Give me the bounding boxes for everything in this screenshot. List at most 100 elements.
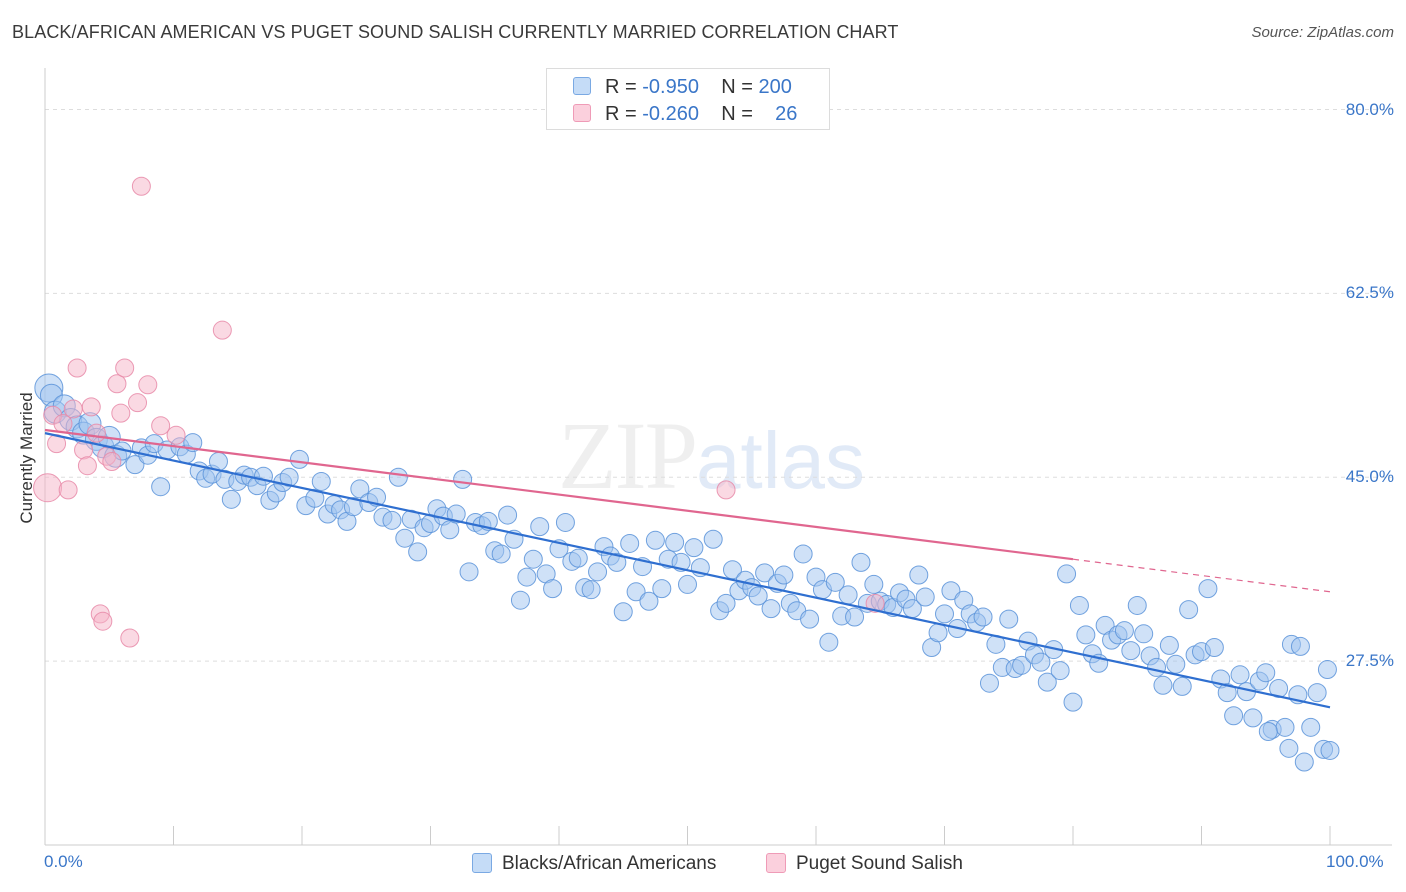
point-blacks xyxy=(979,673,999,693)
point-blacks xyxy=(1159,635,1179,655)
point-blacks xyxy=(588,562,608,582)
point-blacks xyxy=(1172,676,1192,696)
y-tick-label: 62.5% xyxy=(1345,283,1394,303)
point-blacks xyxy=(928,623,948,643)
point-blacks xyxy=(1127,595,1147,615)
y-tick-label: 27.5% xyxy=(1345,651,1394,671)
point-salish xyxy=(81,397,101,417)
point-blacks xyxy=(684,538,704,558)
legend-swatch-pink xyxy=(573,104,591,122)
point-blacks xyxy=(289,449,309,469)
point-blacks xyxy=(1243,708,1263,728)
point-salish xyxy=(128,393,148,413)
chart-title: BLACK/AFRICAN AMERICAN VS PUGET SOUND SA… xyxy=(12,22,899,42)
point-blacks xyxy=(1057,564,1077,584)
point-salish xyxy=(151,416,171,436)
point-blacks xyxy=(1037,672,1057,692)
point-blacks xyxy=(825,572,845,592)
point-blacks xyxy=(1121,641,1141,661)
point-salish xyxy=(716,480,736,500)
point-blacks xyxy=(1179,600,1199,620)
y-tick-label: 45.0% xyxy=(1345,467,1394,487)
point-blacks xyxy=(620,533,640,553)
r-label: R = xyxy=(605,76,637,98)
point-blacks xyxy=(851,552,871,572)
point-blacks xyxy=(755,563,775,583)
point-blacks xyxy=(498,505,518,525)
point-blacks xyxy=(446,504,466,524)
point-blacks xyxy=(1217,683,1237,703)
point-blacks xyxy=(523,549,543,569)
point-blacks xyxy=(1012,655,1032,675)
point-blacks xyxy=(555,512,575,532)
point-blacks xyxy=(864,574,884,594)
point-blacks xyxy=(716,593,736,613)
point-blacks xyxy=(1224,706,1244,726)
point-blacks xyxy=(1294,752,1314,772)
point-blacks xyxy=(1301,717,1321,737)
point-blacks xyxy=(819,632,839,652)
n-label: N = xyxy=(721,76,753,98)
point-blacks xyxy=(151,477,171,497)
point-salish xyxy=(138,375,158,395)
point-blacks xyxy=(517,567,537,587)
x-tick-label-min: 0.0% xyxy=(44,852,83,871)
point-blacks xyxy=(645,530,665,550)
point-blacks xyxy=(1069,595,1089,615)
point-salish xyxy=(115,358,135,378)
point-blacks xyxy=(1147,657,1167,677)
point-blacks xyxy=(1320,740,1340,760)
point-blacks xyxy=(793,544,813,564)
point-salish xyxy=(33,473,63,503)
legend-swatch-pink xyxy=(766,853,786,873)
point-blacks xyxy=(1050,661,1070,681)
point-blacks xyxy=(1166,654,1186,674)
point-blacks xyxy=(1153,675,1173,695)
point-blacks xyxy=(311,471,331,491)
point-blacks xyxy=(774,565,794,585)
point-blacks xyxy=(973,607,993,627)
point-salish xyxy=(212,320,232,340)
point-salish xyxy=(58,480,78,500)
point-blacks xyxy=(367,487,387,507)
point-blacks xyxy=(491,544,511,564)
point-salish xyxy=(107,374,127,394)
y-tick-label: 80.0% xyxy=(1345,99,1394,119)
point-blacks xyxy=(1317,660,1337,680)
n-value: 26 xyxy=(775,103,798,125)
point-blacks xyxy=(408,542,428,562)
point-salish xyxy=(111,403,131,423)
point-blacks xyxy=(607,552,627,572)
n-label: N = xyxy=(721,103,753,125)
point-blacks xyxy=(568,548,588,568)
point-blacks xyxy=(1290,636,1310,656)
point-blacks xyxy=(1258,722,1278,742)
point-blacks xyxy=(909,565,929,585)
point-blacks xyxy=(652,579,672,599)
point-blacks xyxy=(221,489,241,509)
point-blacks xyxy=(453,469,473,489)
point-salish xyxy=(120,628,140,648)
point-blacks xyxy=(941,581,961,601)
point-salish xyxy=(102,452,122,471)
point-salish xyxy=(131,176,151,196)
point-blacks xyxy=(999,609,1019,629)
point-blacks xyxy=(530,517,550,537)
r-value: -0.950 xyxy=(642,76,699,98)
point-salish xyxy=(63,399,83,419)
trendline-salish xyxy=(44,428,1074,561)
watermark: ZIPatlas xyxy=(558,400,865,511)
point-blacks xyxy=(1279,738,1299,758)
point-blacks xyxy=(1063,692,1083,712)
point-blacks xyxy=(382,510,402,530)
point-blacks xyxy=(581,580,601,600)
point-blacks xyxy=(935,604,954,624)
legend-label: Puget Sound Salish xyxy=(796,853,963,874)
legend-swatch-blue xyxy=(573,77,591,95)
point-blacks xyxy=(388,467,408,487)
point-blacks xyxy=(838,585,858,605)
point-blacks xyxy=(125,455,145,475)
point-blacks xyxy=(1230,665,1250,685)
point-salish xyxy=(86,423,106,443)
